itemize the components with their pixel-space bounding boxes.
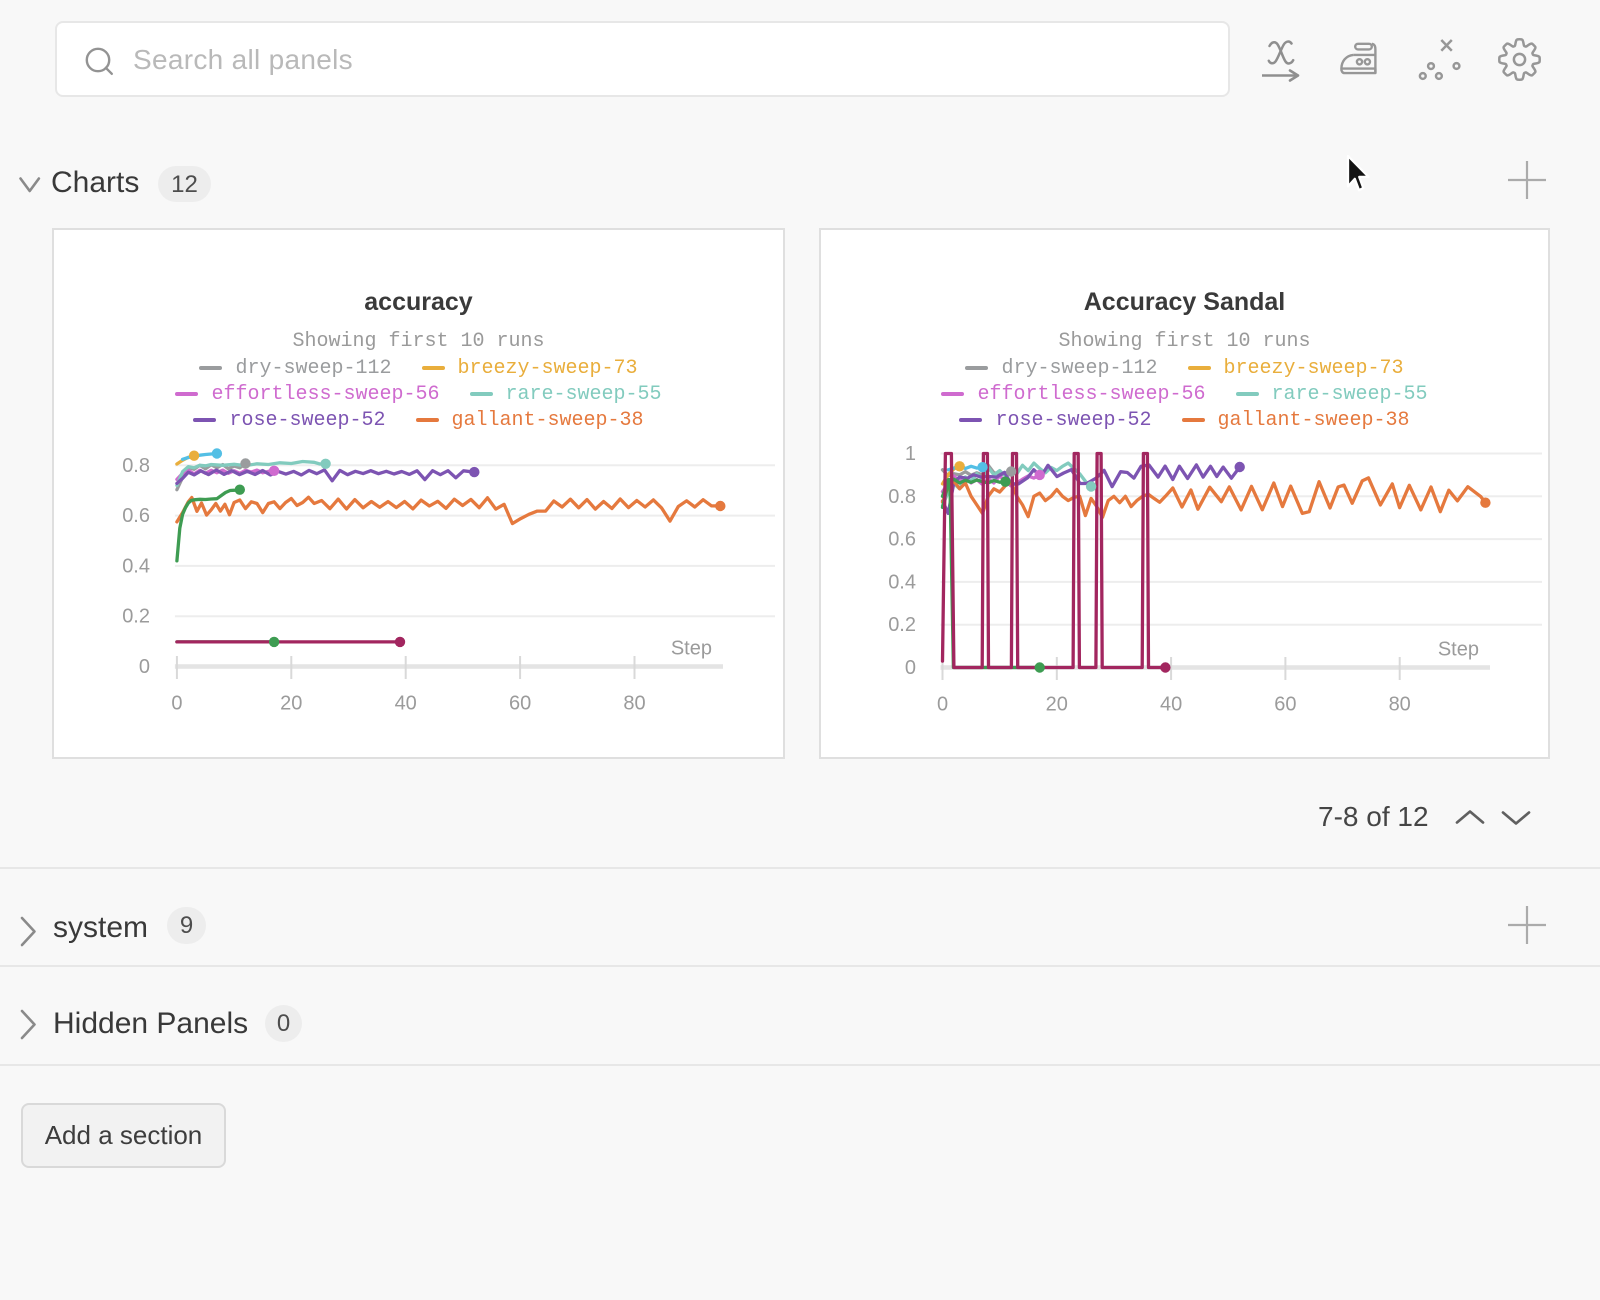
svg-text:40: 40 xyxy=(395,693,417,715)
svg-text:0.4: 0.4 xyxy=(888,571,916,593)
svg-text:20: 20 xyxy=(1046,694,1068,716)
svg-text:80: 80 xyxy=(623,693,645,715)
svg-text:1: 1 xyxy=(905,443,916,465)
svg-text:0.6: 0.6 xyxy=(888,529,916,551)
svg-text:0.8: 0.8 xyxy=(122,455,150,477)
svg-text:60: 60 xyxy=(509,693,531,715)
svg-text:0.2: 0.2 xyxy=(122,606,150,628)
svg-text:Step: Step xyxy=(1438,639,1479,661)
svg-text:Step: Step xyxy=(671,638,712,660)
svg-text:60: 60 xyxy=(1274,694,1296,716)
svg-text:0: 0 xyxy=(937,694,948,716)
svg-text:20: 20 xyxy=(280,693,302,715)
svg-text:0: 0 xyxy=(905,657,916,679)
svg-text:0: 0 xyxy=(171,693,182,715)
svg-text:0.4: 0.4 xyxy=(122,555,150,577)
svg-text:0.8: 0.8 xyxy=(888,486,916,508)
svg-text:0: 0 xyxy=(139,656,150,678)
svg-text:80: 80 xyxy=(1389,694,1411,716)
svg-text:0.6: 0.6 xyxy=(122,505,150,527)
svg-text:40: 40 xyxy=(1160,694,1182,716)
svg-text:0.2: 0.2 xyxy=(888,614,916,636)
